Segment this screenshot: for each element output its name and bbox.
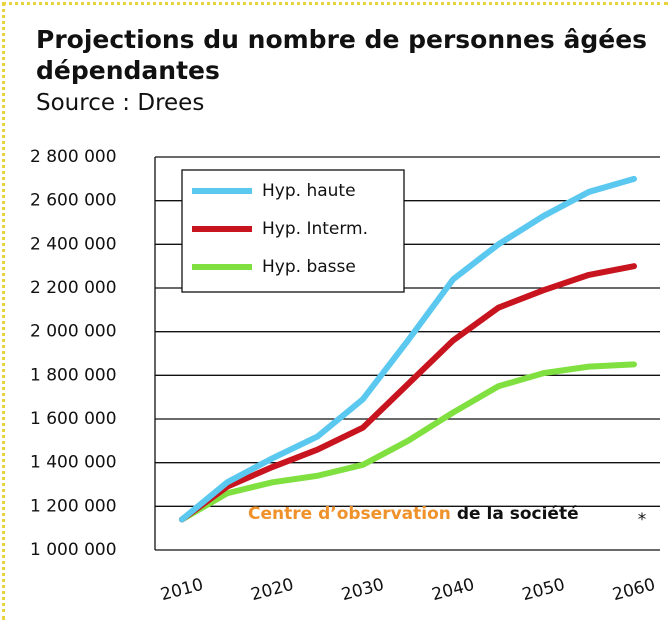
- annotation-part: Centre d’observation: [248, 504, 451, 524]
- legend-label: Hyp. haute: [262, 181, 356, 201]
- line-series: [179, 263, 637, 523]
- x-tick-label: 2040: [430, 575, 477, 606]
- chart-subtitle: Source : Drees: [36, 90, 205, 116]
- x-tick-label: 2010: [159, 575, 206, 606]
- y-tick-label: 2 000 000: [30, 322, 117, 342]
- annotation: Centre d’observation de la société: [248, 504, 579, 524]
- x-tick-label: 2050: [520, 575, 567, 606]
- y-tick-label: 1 200 000: [30, 496, 117, 516]
- line-series: [179, 361, 637, 523]
- chart-title: Projections du nombre de personnes âgées…: [36, 25, 648, 85]
- x-tick-label: 2020: [249, 575, 296, 606]
- x-tick-label: 2060: [611, 575, 658, 606]
- y-tick-label: 2 800 000: [30, 147, 117, 167]
- line-series: [179, 175, 637, 523]
- y-tick-label: 2 400 000: [30, 234, 117, 254]
- annotation-star: *: [638, 510, 647, 530]
- y-tick-label: 2 600 000: [30, 191, 117, 211]
- x-tick-label: 2030: [339, 575, 386, 606]
- y-tick-label: 1 600 000: [30, 409, 117, 429]
- y-tick-label: 2 200 000: [30, 278, 117, 298]
- y-tick-label: 1 400 000: [30, 453, 117, 473]
- legend-label: Hyp. basse: [262, 257, 356, 277]
- y-tick-label: 1 000 000: [30, 540, 117, 560]
- annotation-part: de la société: [457, 504, 579, 524]
- y-tick-label: 1 800 000: [30, 365, 117, 385]
- legend-label: Hyp. Interm.: [262, 219, 368, 239]
- legend: Hyp. haute Hyp. Interm. Hyp. basse: [181, 169, 405, 293]
